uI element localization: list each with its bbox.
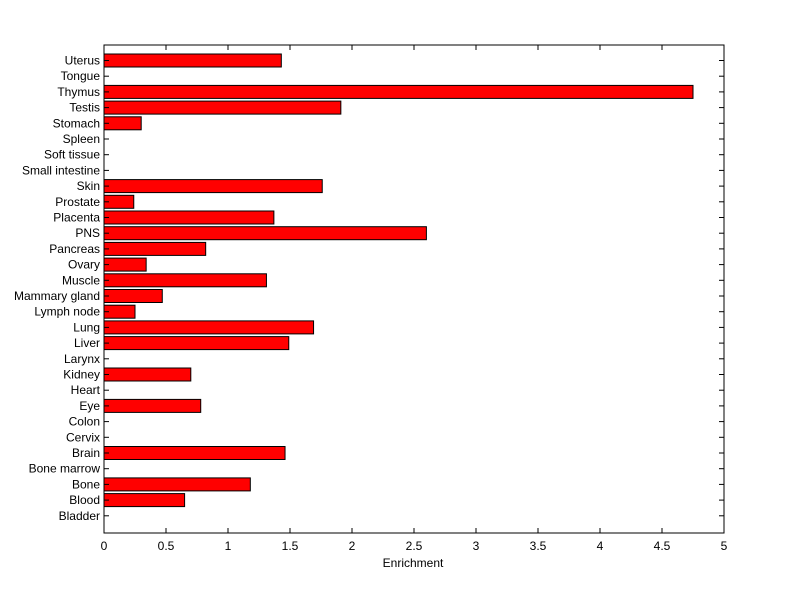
- bar-stomach: [103, 116, 142, 131]
- y-tick-label: Stomach: [53, 116, 100, 130]
- y-tick-label: Bone marrow: [29, 462, 101, 476]
- x-tick-label: 1: [225, 539, 232, 553]
- y-tick-label: Ovary: [68, 258, 100, 272]
- y-tick-label: Prostate: [55, 195, 100, 209]
- y-tick-label: Brain: [72, 446, 100, 460]
- x-tick-label: 0: [101, 539, 108, 553]
- y-tick-label: Liver: [74, 336, 100, 350]
- x-axis: 0 0.5 1 1.5 2 2.5 3 3.5 4 4.5 5: [101, 45, 728, 553]
- y-tick-label: Uterus: [65, 54, 100, 68]
- y-tick-label: Placenta: [53, 211, 100, 225]
- y-tick-label: Pancreas: [49, 242, 100, 256]
- x-tick-label: 3: [473, 539, 480, 553]
- bar-testis: [103, 100, 342, 115]
- y-tick-label: Mammary gland: [14, 289, 100, 303]
- y-tick-label: Eye: [79, 399, 100, 413]
- y-tick-label: Cervix: [66, 430, 100, 444]
- y-tick-label: Colon: [69, 415, 100, 429]
- bar-placenta: [103, 210, 275, 225]
- y-tick-label: Bone: [72, 477, 100, 491]
- bar-brain: [103, 446, 286, 460]
- y-tick-label: Spleen: [63, 132, 100, 146]
- y-tick-label: Small intestine: [22, 163, 100, 177]
- bar-eye: [103, 398, 202, 413]
- bar-muscle: [103, 273, 267, 288]
- x-tick-label: 5: [721, 539, 728, 553]
- y-tick-label: Testis: [69, 101, 100, 115]
- x-axis-label: Enrichment: [383, 556, 444, 570]
- y-tick-label: PNS: [75, 226, 100, 240]
- bar-kidney: [103, 367, 192, 382]
- bar-thymus: [103, 84, 694, 99]
- y-tick-label: Larynx: [64, 352, 100, 366]
- y-tick-label: Lymph node: [34, 305, 100, 319]
- bar-blood: [103, 493, 186, 508]
- x-tick-label: 3.5: [530, 539, 547, 553]
- x-tick-label: 2: [349, 539, 356, 553]
- x-tick-label: 2.5: [406, 539, 423, 553]
- y-tick-label: Lung: [73, 320, 100, 334]
- x-tick-label: 4.5: [654, 539, 671, 553]
- x-tick-label: 0.5: [158, 539, 175, 553]
- y-tick-label: Skin: [77, 179, 100, 193]
- bar-mammary-gland: [103, 289, 163, 303]
- y-tick-label: Blood: [69, 493, 100, 507]
- bar-lung: [103, 320, 315, 335]
- bar-pancreas: [103, 241, 207, 256]
- y-tick-label: Heart: [71, 383, 101, 397]
- bars-group: [103, 53, 694, 508]
- bar-bone: [103, 477, 251, 492]
- y-tick-label: Soft tissue: [44, 148, 100, 162]
- y-tick-label: Muscle: [62, 273, 100, 287]
- bar-uterus: [103, 53, 282, 68]
- y-tick-label: Kidney: [63, 368, 100, 382]
- bar-skin: [103, 179, 323, 194]
- y-tick-label: Bladder: [59, 509, 100, 523]
- y-tick-label: Tongue: [61, 69, 101, 83]
- x-tick-label: 4: [597, 539, 604, 553]
- y-tick-label: Thymus: [57, 85, 100, 99]
- bar-liver: [103, 336, 290, 351]
- bar-pns: [103, 226, 427, 241]
- bar-ovary: [103, 257, 147, 272]
- x-tick-label: 1.5: [282, 539, 299, 553]
